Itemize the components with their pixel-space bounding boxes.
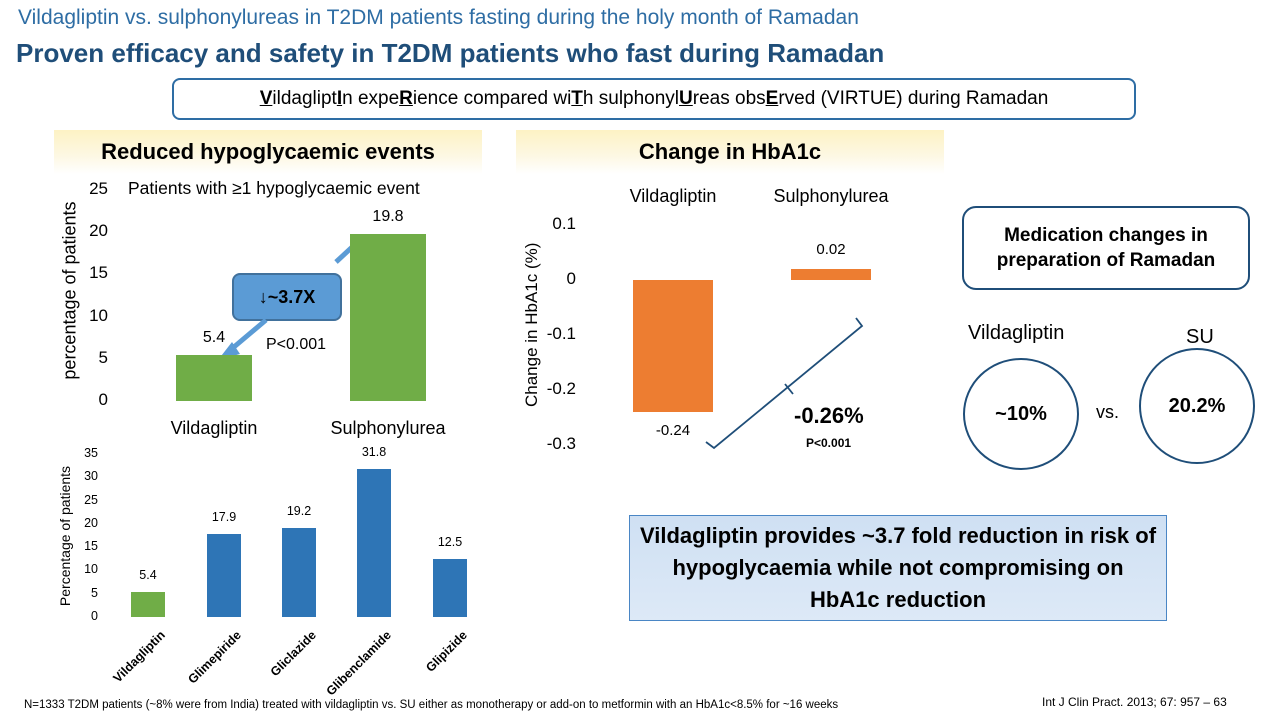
hypo-y-tick: 25 [89, 179, 108, 198]
hba1c-bar-sulphonylurea [791, 269, 871, 280]
hba1c-y-tick: -0.2 [546, 379, 576, 398]
virtue-text-segment: ildaglipt [272, 88, 337, 109]
hypo-y-tick: 5 [98, 347, 108, 367]
hypo-data-label: 5.4 [202, 329, 226, 347]
su-value: 20.2% [1168, 394, 1226, 417]
su-y-tick: 25 [84, 492, 98, 507]
su-data-label: 19.2 [286, 503, 312, 518]
hba1c-difference: -0.26% [794, 403, 864, 428]
hba1c-y-tick: 0.1 [552, 214, 576, 233]
hba1c-y-tick: -0.3 [546, 434, 576, 453]
hba1c-heading: Change in HbA1c [516, 130, 944, 174]
hba1c-bracket-tick [784, 383, 794, 395]
su-data-label: 12.5 [437, 534, 463, 549]
fold-reduction-callout: ↓~3.7X [232, 273, 342, 321]
hypo-bar-sulphonylurea [350, 233, 426, 401]
su-bar-glimepiride [207, 533, 241, 617]
su-data-label: 31.8 [361, 444, 387, 459]
conclusion-box: Vildagliptin provides ~3.7 fold reductio… [629, 515, 1167, 621]
vs-label: vs. [1096, 402, 1120, 422]
su-y-tick: 10 [84, 562, 98, 577]
slide-title: Proven efficacy and safety in T2DM patie… [16, 38, 885, 68]
virtue-text-segment: ience compared wi [412, 88, 572, 109]
hba1c-category-label: Vildagliptin [629, 186, 717, 206]
su-bar-glipizide [433, 558, 467, 617]
virtue-acronym-letter: I [336, 88, 343, 109]
hypo-bar-vildagliptin [176, 355, 252, 401]
hba1c-data-label: -0.24 [655, 422, 691, 439]
hypo-data-label: 19.8 [372, 207, 404, 225]
hypo-category-label: Vildagliptin [170, 418, 258, 438]
hypo-pvalue: P<0.001 [266, 336, 327, 353]
medication-changes-box: Medication changes in preparation of Ram… [962, 206, 1250, 290]
su-y-tick: 15 [84, 539, 98, 554]
virtue-acronym-letter: E [765, 88, 779, 109]
su-label: SU [1186, 326, 1214, 348]
vildagliptin-label: Vildagliptin [968, 322, 1065, 344]
footnote: N=1333 T2DM patients (~8% were from Indi… [24, 699, 839, 711]
su-y-tick: 35 [84, 446, 98, 460]
virtue-acronym-letter: T [571, 88, 583, 109]
vildagliptin-value: ~10% [995, 402, 1047, 425]
hypo-category-label: Sulphonylurea [330, 418, 446, 438]
su-bar-gliclazide [282, 527, 316, 617]
virtue-acronym-letter: U [679, 88, 693, 109]
hypo-y-tick: 0 [98, 390, 108, 409]
reference: Int J Clin Pract. 2013; 67: 957 – 63 [1042, 695, 1227, 709]
hba1c-y-tick: 0 [566, 269, 576, 288]
slide-subtitle: Vildagliptin vs. sulphonylureas in T2DM … [18, 6, 859, 29]
hba1c-category-label: Sulphonylurea [773, 186, 889, 206]
virtue-text-segment: reas obs [692, 88, 766, 109]
su-data-label: 5.4 [139, 567, 157, 582]
hba1c-bar-vildagliptin [633, 280, 713, 412]
su-y-tick: 5 [91, 585, 98, 600]
hypo-y-tick: 10 [89, 305, 108, 325]
su-y-tick: 0 [91, 609, 98, 623]
su-y-tick: 20 [84, 515, 98, 530]
virtue-banner: VildagliptIn expeRience compared wiTh su… [172, 78, 1136, 120]
su-circle: 20.2% [1139, 348, 1255, 464]
virtue-text: VildagliptIn expeRience compared wiTh su… [260, 88, 1049, 110]
su-bar-vildagliptin [131, 591, 165, 617]
hba1c-pvalue: P<0.001 [806, 436, 852, 450]
su-data-label: 17.9 [211, 509, 237, 524]
hypo-chart-title: Patients with ≥1 hypoglycaemic event [128, 178, 420, 198]
hypo-y-tick: 20 [89, 221, 108, 241]
virtue-text-segment: n expe [342, 88, 400, 109]
hypo-y-tick: 15 [89, 263, 108, 283]
su-bar-glibenclamide [357, 468, 391, 617]
virtue-acronym-letter: R [399, 88, 413, 109]
su-y-tick: 30 [84, 469, 98, 484]
vildagliptin-circle: ~10% [963, 358, 1079, 470]
virtue-acronym-letter: V [259, 88, 273, 109]
hypo-heading: Reduced hypoglycaemic events [54, 130, 482, 174]
hba1c-data-label: 0.02 [816, 241, 846, 258]
virtue-text-segment: rved (VIRTUE) during Ramadan [778, 88, 1049, 109]
virtue-text-segment: h sulphonyl [582, 88, 680, 109]
hba1c-y-tick: -0.1 [546, 324, 576, 343]
